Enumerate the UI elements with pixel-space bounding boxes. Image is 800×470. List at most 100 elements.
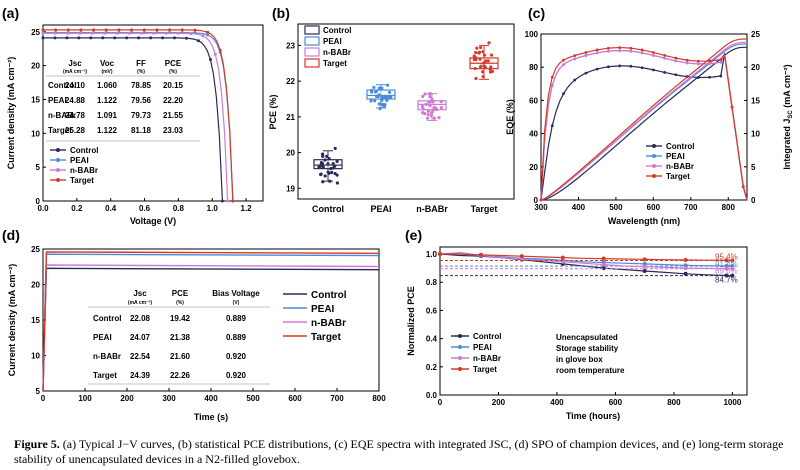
a-cell: 79.73 <box>131 111 152 120</box>
b-dot <box>328 179 332 183</box>
e-point <box>478 252 483 257</box>
a-cell: 24.10 <box>65 81 86 90</box>
b-dot <box>426 113 430 117</box>
c-legend-label: Control <box>666 142 694 151</box>
a-cell: 1.060 <box>97 81 118 90</box>
e-curve-target <box>440 253 733 262</box>
a-point <box>164 31 168 35</box>
a-legend-label: PEAI <box>70 156 89 165</box>
a-point <box>41 28 45 32</box>
b-dot <box>370 90 374 94</box>
d-cell: 0.889 <box>226 314 247 323</box>
b-dot <box>472 57 476 62</box>
panel-c-xlabel: Wavelength (nm) <box>608 216 680 226</box>
a-point <box>77 36 81 40</box>
b-category-label: Target <box>471 204 498 214</box>
panel-a-xtick-label: 0.6 <box>139 204 151 213</box>
c-point <box>696 59 700 63</box>
c-point <box>708 59 711 63</box>
b-dot <box>333 164 337 168</box>
c-point <box>719 74 723 78</box>
e-point <box>642 257 647 262</box>
a-point <box>155 28 159 32</box>
d-cell: 0.920 <box>226 371 247 380</box>
c-point <box>719 60 723 64</box>
panel-d-xtick-label: 800 <box>372 394 386 403</box>
c-legend-label: Target <box>666 172 690 181</box>
panel-a-ytick-label: 20 <box>31 62 40 71</box>
b-dot <box>383 96 387 100</box>
b-dot <box>323 174 327 178</box>
e-legend-marker <box>458 345 462 349</box>
panel-d-xtick-label: 200 <box>120 394 134 403</box>
panel-e: 0 200 400 600 800 1000 0.0 0.2 0.4 0.6 0.8 1.0 95.4… <box>406 246 748 421</box>
b-dot <box>321 180 325 184</box>
panel-e-xtick-label: 0 <box>438 398 443 407</box>
b-legend-swatch <box>304 25 320 35</box>
a-cell: 78.85 <box>131 81 152 90</box>
panel-b-ylabel: PCE (%) <box>268 94 278 129</box>
c-point <box>663 71 666 74</box>
b-category-label: PEAI <box>370 204 391 214</box>
a-cell: 24.78 <box>65 111 86 120</box>
e-point <box>724 258 729 263</box>
c-point <box>595 51 599 55</box>
panel-e-label: (e) <box>405 227 422 243</box>
a-legend-marker <box>56 158 60 162</box>
b-dot <box>429 114 433 118</box>
a-point <box>90 31 94 35</box>
a-th-voc: Voc <box>100 59 115 68</box>
d-cell: Target <box>93 371 117 380</box>
a-point <box>125 36 129 40</box>
panel-d-ytick-label: 20 <box>31 281 40 290</box>
c-point <box>674 59 678 63</box>
b-dot <box>329 167 333 171</box>
a-point <box>115 31 119 35</box>
panel-e-ytick-label: 1.0 <box>426 250 438 259</box>
a-point <box>213 52 217 56</box>
b-dot <box>484 59 488 63</box>
panel-e-xtick-label: 1000 <box>723 398 741 407</box>
a-point <box>173 36 177 40</box>
b-dot <box>431 100 435 104</box>
b-dot <box>421 107 425 111</box>
b-dot <box>425 116 430 120</box>
a-point <box>139 31 143 35</box>
b-dot <box>482 61 486 65</box>
d-cell: Control <box>93 314 121 323</box>
d-th-bias: Bias Voltage <box>212 289 260 298</box>
a-tu-jsc: (mA cm⁻²) <box>63 69 87 75</box>
c-point <box>674 73 678 77</box>
panel-b-ytick-label: 20 <box>286 149 295 158</box>
a-point <box>117 28 121 32</box>
d-cell: 24.07 <box>130 333 151 342</box>
a-point <box>53 36 57 40</box>
b-dot <box>432 116 436 120</box>
d-cell: 24.39 <box>130 371 151 380</box>
c-legend-marker <box>652 174 656 178</box>
e-point <box>601 266 606 271</box>
panel-a-frame <box>42 24 264 202</box>
d-cell: 21.60 <box>170 352 191 361</box>
b-dot <box>489 65 493 69</box>
b-dot <box>437 115 441 120</box>
panel-c-xtick-label: 600 <box>647 203 661 212</box>
b-dot <box>478 65 483 69</box>
b-dot <box>385 98 389 103</box>
a-point <box>66 28 70 32</box>
d-cell: 19.42 <box>170 314 191 323</box>
c-point <box>629 64 633 68</box>
e-annot-1: Storage stability <box>556 344 619 353</box>
a-point <box>137 36 141 40</box>
panel-a-xtick-label: 1.0 <box>207 204 219 213</box>
c-point <box>651 51 655 54</box>
c-point <box>573 54 577 58</box>
b-dot <box>335 181 339 185</box>
b-dot <box>423 92 427 96</box>
panel-b-legend: Control PEAI n-BABr Target <box>304 25 351 68</box>
a-cell: 23.03 <box>163 126 184 135</box>
panel-e-ytick-label: 0.2 <box>426 363 438 372</box>
a-tu-ff: (%) <box>137 69 145 75</box>
c-point <box>562 63 565 67</box>
